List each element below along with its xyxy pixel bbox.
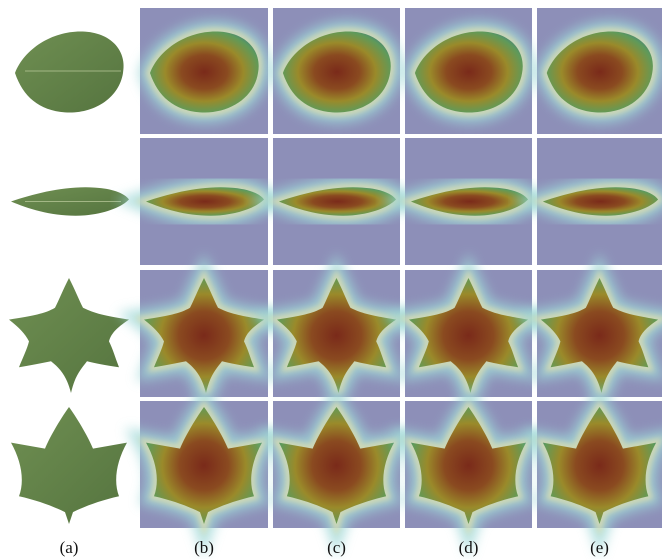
heatmap-image [405, 401, 532, 528]
image-grid [9, 8, 662, 528]
heatmap-image [140, 401, 268, 528]
heatmap-image [273, 8, 400, 134]
caption: (a) [60, 538, 79, 557]
heatmap-image [537, 138, 662, 265]
heatmap-image [140, 270, 268, 397]
caption: (b) [194, 538, 214, 557]
original-leaf [15, 31, 124, 112]
glow [150, 31, 259, 112]
leaf [11, 407, 127, 524]
original-leaf [11, 407, 127, 524]
glow [146, 187, 264, 215]
captions: (a) (b) (c) (d) (e) [60, 538, 609, 557]
caption: (c) [327, 538, 346, 557]
heatmap-image [273, 270, 400, 397]
heatmap-image [537, 8, 662, 134]
caption: (e) [590, 538, 609, 557]
heatmap-image [537, 401, 662, 528]
heatmap-image [405, 8, 532, 134]
heatmap-image [273, 138, 400, 265]
heatmap-image [140, 138, 268, 265]
glow [279, 187, 396, 215]
glow [283, 31, 391, 112]
heatmap-image [273, 401, 400, 528]
figure: (a) (b) (c) (d) (e) [0, 0, 662, 560]
glow [543, 187, 658, 215]
original-leaf [9, 278, 129, 393]
glow [415, 31, 523, 112]
heatmap-image [405, 138, 532, 265]
heatmap-image [140, 8, 268, 134]
original-leaf [11, 187, 129, 215]
heatmap-image [537, 270, 662, 397]
glow [547, 31, 653, 112]
heatmap-image [405, 270, 532, 397]
leaf [15, 31, 124, 112]
leaf [9, 278, 129, 393]
glow [411, 187, 528, 215]
caption: (d) [459, 538, 479, 557]
